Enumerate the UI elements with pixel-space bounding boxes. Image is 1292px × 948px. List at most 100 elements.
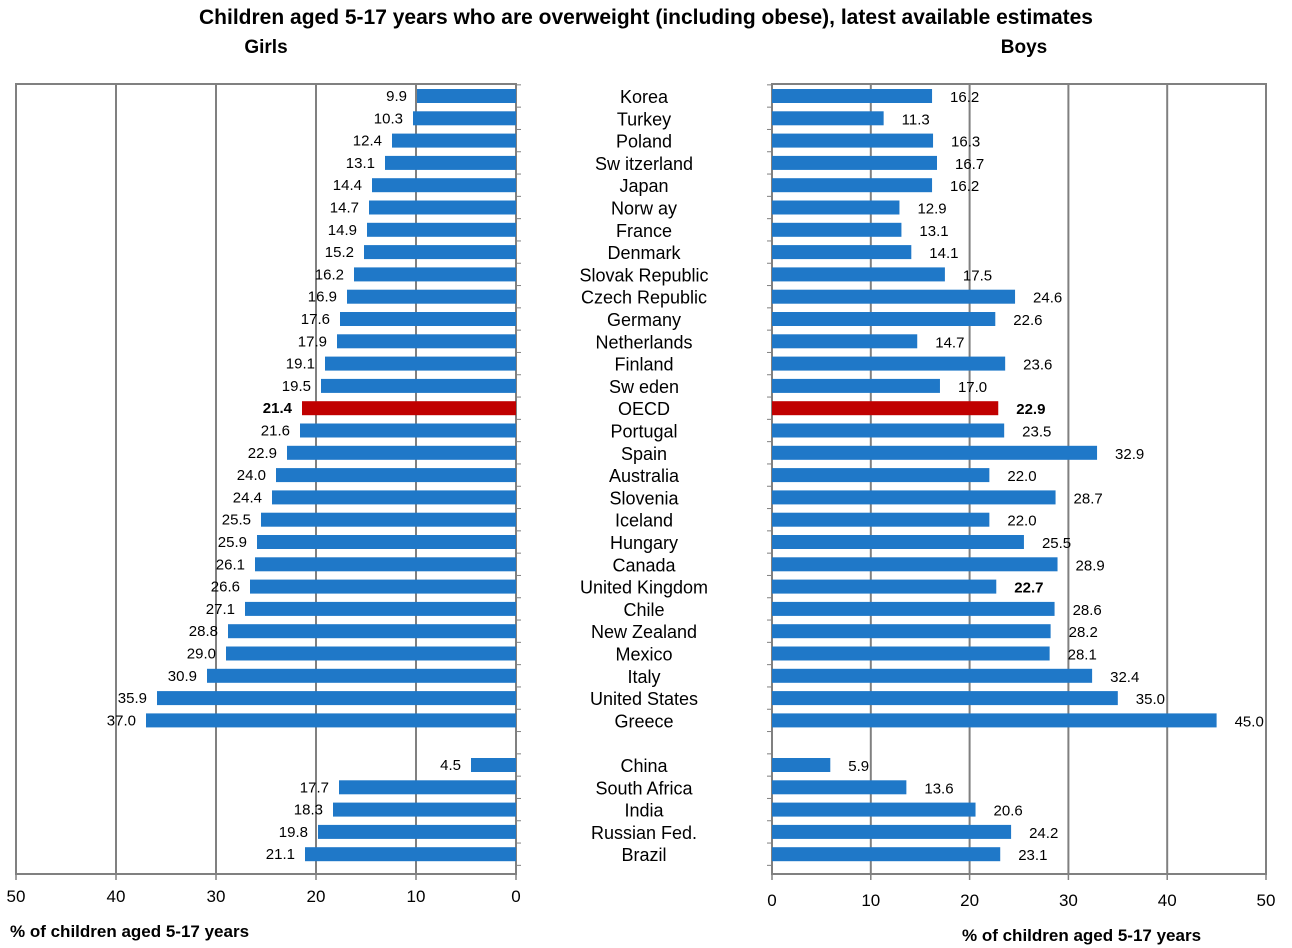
girls-data-label: 35.9 <box>118 690 147 707</box>
category-label: Canada <box>612 555 676 575</box>
category-label: Hungary <box>610 533 678 553</box>
boys-bar <box>772 758 831 772</box>
girls-data-label: 22.9 <box>248 445 277 462</box>
girls-data-label: 18.3 <box>294 802 323 819</box>
boys-panel-title: Boys <box>1000 37 1048 58</box>
boys-data-label: 20.6 <box>994 803 1023 820</box>
girls-bar <box>369 200 516 215</box>
girls-bar <box>318 824 516 839</box>
boys-data-label: 13.1 <box>919 223 948 240</box>
girls-bar <box>257 535 516 549</box>
boys-bar <box>772 312 996 326</box>
boys-data-label: 13.6 <box>924 780 953 797</box>
boys-bar <box>772 713 1217 728</box>
girls-data-label: 19.1 <box>286 356 315 373</box>
boys-bar <box>772 512 990 527</box>
girls-bar <box>157 691 516 706</box>
category-label: India <box>624 801 664 821</box>
girls-bar <box>339 780 516 795</box>
boys-data-label: 16.7 <box>955 156 984 173</box>
girls-bar <box>245 601 516 616</box>
boys-bar <box>772 178 933 193</box>
girls-bar <box>385 155 516 170</box>
girls-bar <box>364 245 516 260</box>
category-label: Iceland <box>615 511 673 531</box>
boys-bar <box>772 824 1012 839</box>
girls-bar <box>347 289 516 304</box>
boys-x-axis-label: % of children aged 5-17 years <box>962 926 1202 945</box>
girls-data-label: 27.1 <box>206 601 235 618</box>
boys-x-tick-label: 50 <box>1257 891 1276 910</box>
category-label: Mexico <box>615 645 672 665</box>
girls-data-label: 16.2 <box>315 266 344 283</box>
girls-data-label: 15.2 <box>325 244 354 261</box>
girls-bar <box>287 445 516 460</box>
boys-data-label: 28.9 <box>1076 557 1105 574</box>
girls-x-axis-label: % of children aged 5-17 years <box>10 922 250 941</box>
boys-data-label: 17.0 <box>958 379 987 396</box>
category-label: Denmark <box>607 243 681 263</box>
boys-data-label: 14.1 <box>929 245 958 262</box>
boys-x-tick-label: 30 <box>1059 891 1078 910</box>
category-label: Portugal <box>610 422 677 442</box>
girls-bar <box>261 512 516 527</box>
boys-data-label: 32.4 <box>1110 669 1139 686</box>
boys-data-label: 28.2 <box>1069 624 1098 641</box>
girls-bar <box>392 133 516 148</box>
boys-data-label: 25.5 <box>1042 535 1071 552</box>
girls-bar <box>276 468 516 483</box>
boys-data-label: 28.1 <box>1068 647 1097 664</box>
girls-bar <box>305 847 516 862</box>
girls-data-label: 17.7 <box>300 779 329 796</box>
chart-title: Children aged 5-17 years who are overwei… <box>199 6 1093 29</box>
boys-x-tick-label: 0 <box>767 891 776 910</box>
girls-data-label: 26.1 <box>216 556 245 573</box>
girls-bar <box>272 490 516 505</box>
boys-bar <box>772 423 1005 438</box>
boys-bar <box>772 200 900 215</box>
boys-data-label: 24.6 <box>1033 290 1062 307</box>
girls-data-label: 21.4 <box>263 400 293 417</box>
boys-bar <box>772 289 1016 304</box>
girls-data-label: 19.5 <box>282 378 311 395</box>
girls-bar <box>250 579 516 594</box>
girls-bar <box>321 378 516 393</box>
category-label: Poland <box>616 132 672 152</box>
boys-data-label: 22.6 <box>1013 312 1042 329</box>
boys-data-label: 14.7 <box>935 334 964 351</box>
category-label: United Kingdom <box>580 578 708 598</box>
girls-panel-title: Girls <box>244 37 288 58</box>
boys-bar <box>772 445 1098 460</box>
girls-bar <box>207 668 516 683</box>
category-label: Italy <box>627 667 660 687</box>
girls-bar <box>340 312 516 326</box>
boys-data-label: 22.7 <box>1014 580 1043 597</box>
category-label: OECD <box>618 399 670 419</box>
girls-data-label: 28.8 <box>189 623 218 640</box>
boys-bar <box>772 802 976 817</box>
girls-data-label: 26.6 <box>211 579 240 596</box>
boys-bar <box>772 646 1050 661</box>
girls-data-label: 14.7 <box>330 200 359 217</box>
boys-data-label: 11.3 <box>902 111 930 128</box>
girls-bar <box>354 267 516 282</box>
girls-bar <box>413 111 516 126</box>
boys-bar <box>772 468 990 483</box>
girls-data-label: 37.0 <box>107 712 136 729</box>
boys-x-tick-label: 20 <box>960 891 979 910</box>
boys-data-label: 23.1 <box>1018 847 1047 864</box>
girls-data-label: 25.9 <box>218 534 247 551</box>
boys-data-label: 23.6 <box>1023 357 1052 374</box>
girls-data-label: 21.1 <box>266 846 295 863</box>
category-label: Sw itzerland <box>595 154 693 174</box>
girls-x-tick-label: 40 <box>107 887 126 906</box>
girls-data-label: 4.5 <box>440 757 461 774</box>
girls-bar <box>228 624 516 639</box>
boys-bar <box>772 245 912 260</box>
boys-data-label: 32.9 <box>1115 446 1144 463</box>
girls-data-label: 24.0 <box>237 467 266 484</box>
girls-data-label: 10.3 <box>374 110 403 127</box>
category-label: Sw eden <box>609 377 679 397</box>
boys-x-tick-label: 10 <box>861 891 880 910</box>
